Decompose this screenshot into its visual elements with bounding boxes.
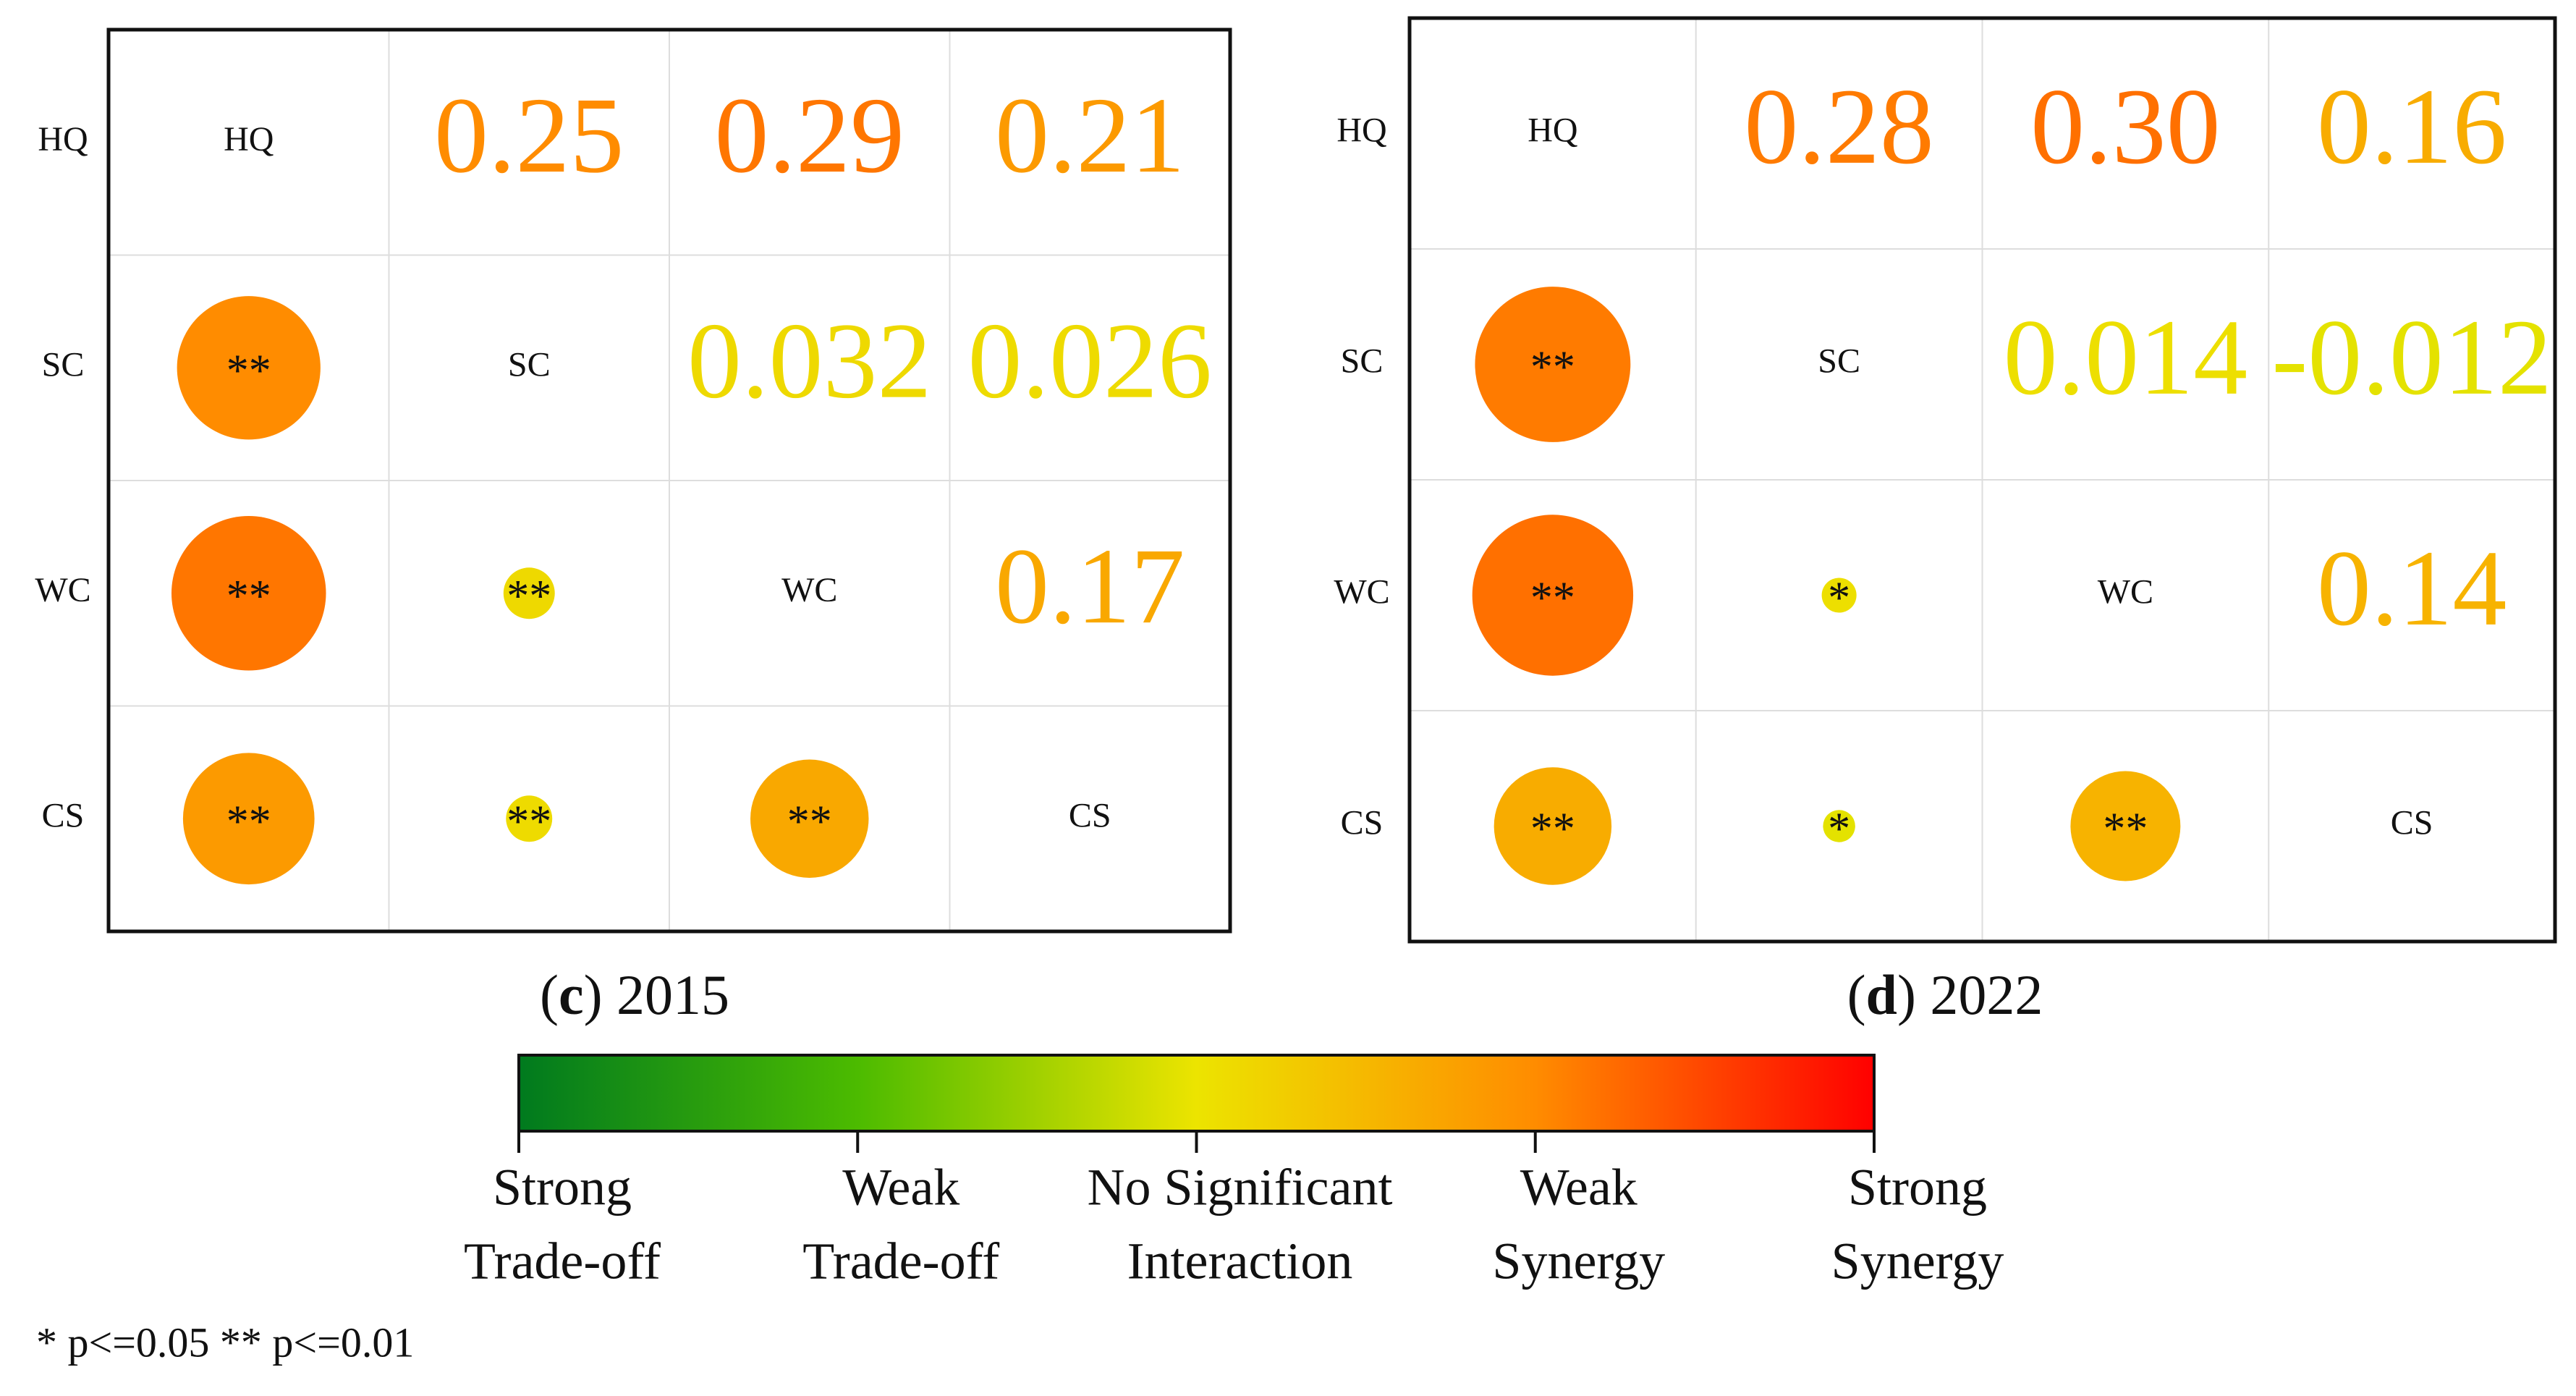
colorbar-tick-label: Strong: [1848, 1159, 1987, 1217]
significance-stars: *: [1828, 574, 1850, 623]
correlation-circle: [171, 515, 326, 671]
row-label: HQ: [38, 120, 88, 158]
row-label: WC: [35, 571, 90, 609]
colorbar-tick-label: Strong: [493, 1159, 632, 1217]
significance-stars: **: [226, 346, 271, 395]
correlation-circle: [1472, 515, 1634, 676]
significance-stars: **: [226, 797, 271, 846]
caption-part: (: [540, 963, 559, 1026]
panel-caption: (d) 2022: [1847, 963, 2043, 1026]
significance-stars: **: [507, 572, 551, 621]
significance-stars: **: [1530, 574, 1575, 623]
row-label: SC: [1341, 342, 1384, 381]
panel-caption: (c) 2015: [540, 963, 729, 1026]
significance-stars: **: [1530, 343, 1575, 392]
row-label: HQ: [1336, 111, 1386, 150]
caption-part: ) 2015: [584, 963, 729, 1026]
colorbar-tick-label: Interaction: [1127, 1232, 1353, 1290]
correlation-value: 0.25: [434, 75, 624, 195]
correlation-value: 0.14: [2317, 528, 2507, 648]
colorbar-tick-label: Synergy: [1492, 1232, 1665, 1290]
correlation-value: 0.014: [2004, 297, 2248, 418]
correlation-circle: [1821, 578, 1857, 613]
row-label: SC: [42, 345, 85, 384]
colorbar-tick-label: No Significant: [1088, 1159, 1393, 1217]
correlation-circle: [2070, 771, 2181, 881]
caption-part: (: [1847, 963, 1866, 1026]
correlation-circle: [750, 759, 869, 878]
correlation-value: 0.30: [2030, 67, 2221, 187]
row-label: CS: [1341, 804, 1384, 842]
colorbar-tick-label: Trade-off: [464, 1232, 661, 1290]
diagonal-label: SC: [1818, 342, 1860, 381]
correlation-circle: [182, 753, 315, 885]
row-label: CS: [42, 796, 85, 834]
significance-stars: **: [1530, 805, 1575, 854]
correlation-value: 0.17: [995, 526, 1185, 646]
diagonal-label: WC: [2098, 573, 2153, 612]
colorbar-tick-label: Weak: [1520, 1159, 1637, 1217]
diagonal-label: HQ: [224, 120, 274, 158]
diagonal-label: SC: [508, 345, 551, 384]
correlation-value: 0.16: [2317, 67, 2507, 187]
diagonal-label: WC: [781, 571, 837, 609]
correlation-circle: [503, 567, 555, 619]
correlation-value: 0.21: [995, 75, 1185, 195]
caption-part: ) 2022: [1897, 963, 2043, 1026]
row-label: WC: [1334, 573, 1389, 612]
correlation-value: 0.29: [715, 75, 905, 195]
correlation-circle: [1475, 287, 1631, 442]
significance-stars: *: [1828, 805, 1850, 854]
correlation-value: -0.012: [2271, 297, 2551, 418]
colorbar-tick-label: Weak: [842, 1159, 959, 1217]
correlation-value: 0.28: [1744, 67, 1934, 187]
colorbar-tick-label: Trade-off: [802, 1232, 999, 1290]
correlation-circle: [506, 795, 553, 842]
panel-frame: [1407, 16, 2557, 944]
correlation-value: 0.026: [968, 301, 1213, 421]
diagonal-label: CS: [2391, 804, 2433, 842]
correlation-value: 0.032: [687, 301, 932, 421]
correlation-circle: [1823, 810, 1855, 842]
significance-stars: **: [2103, 805, 2148, 854]
caption-part: c: [559, 963, 584, 1026]
significance-stars: **: [787, 797, 832, 846]
significance-stars: **: [507, 797, 551, 846]
significance-stars: **: [226, 572, 271, 621]
diagonal-label: CS: [1069, 796, 1111, 834]
correlation-circle: [177, 296, 321, 440]
significance-note: * p<=0.05 ** p<=0.01: [36, 1319, 414, 1366]
panel-frame: [106, 28, 1232, 934]
colorbar: [517, 1054, 1876, 1133]
correlation-circle: [1494, 767, 1612, 885]
colorbar-tick-label: Synergy: [1831, 1232, 2004, 1290]
diagonal-label: HQ: [1528, 111, 1577, 150]
caption-part: d: [1866, 963, 1897, 1026]
